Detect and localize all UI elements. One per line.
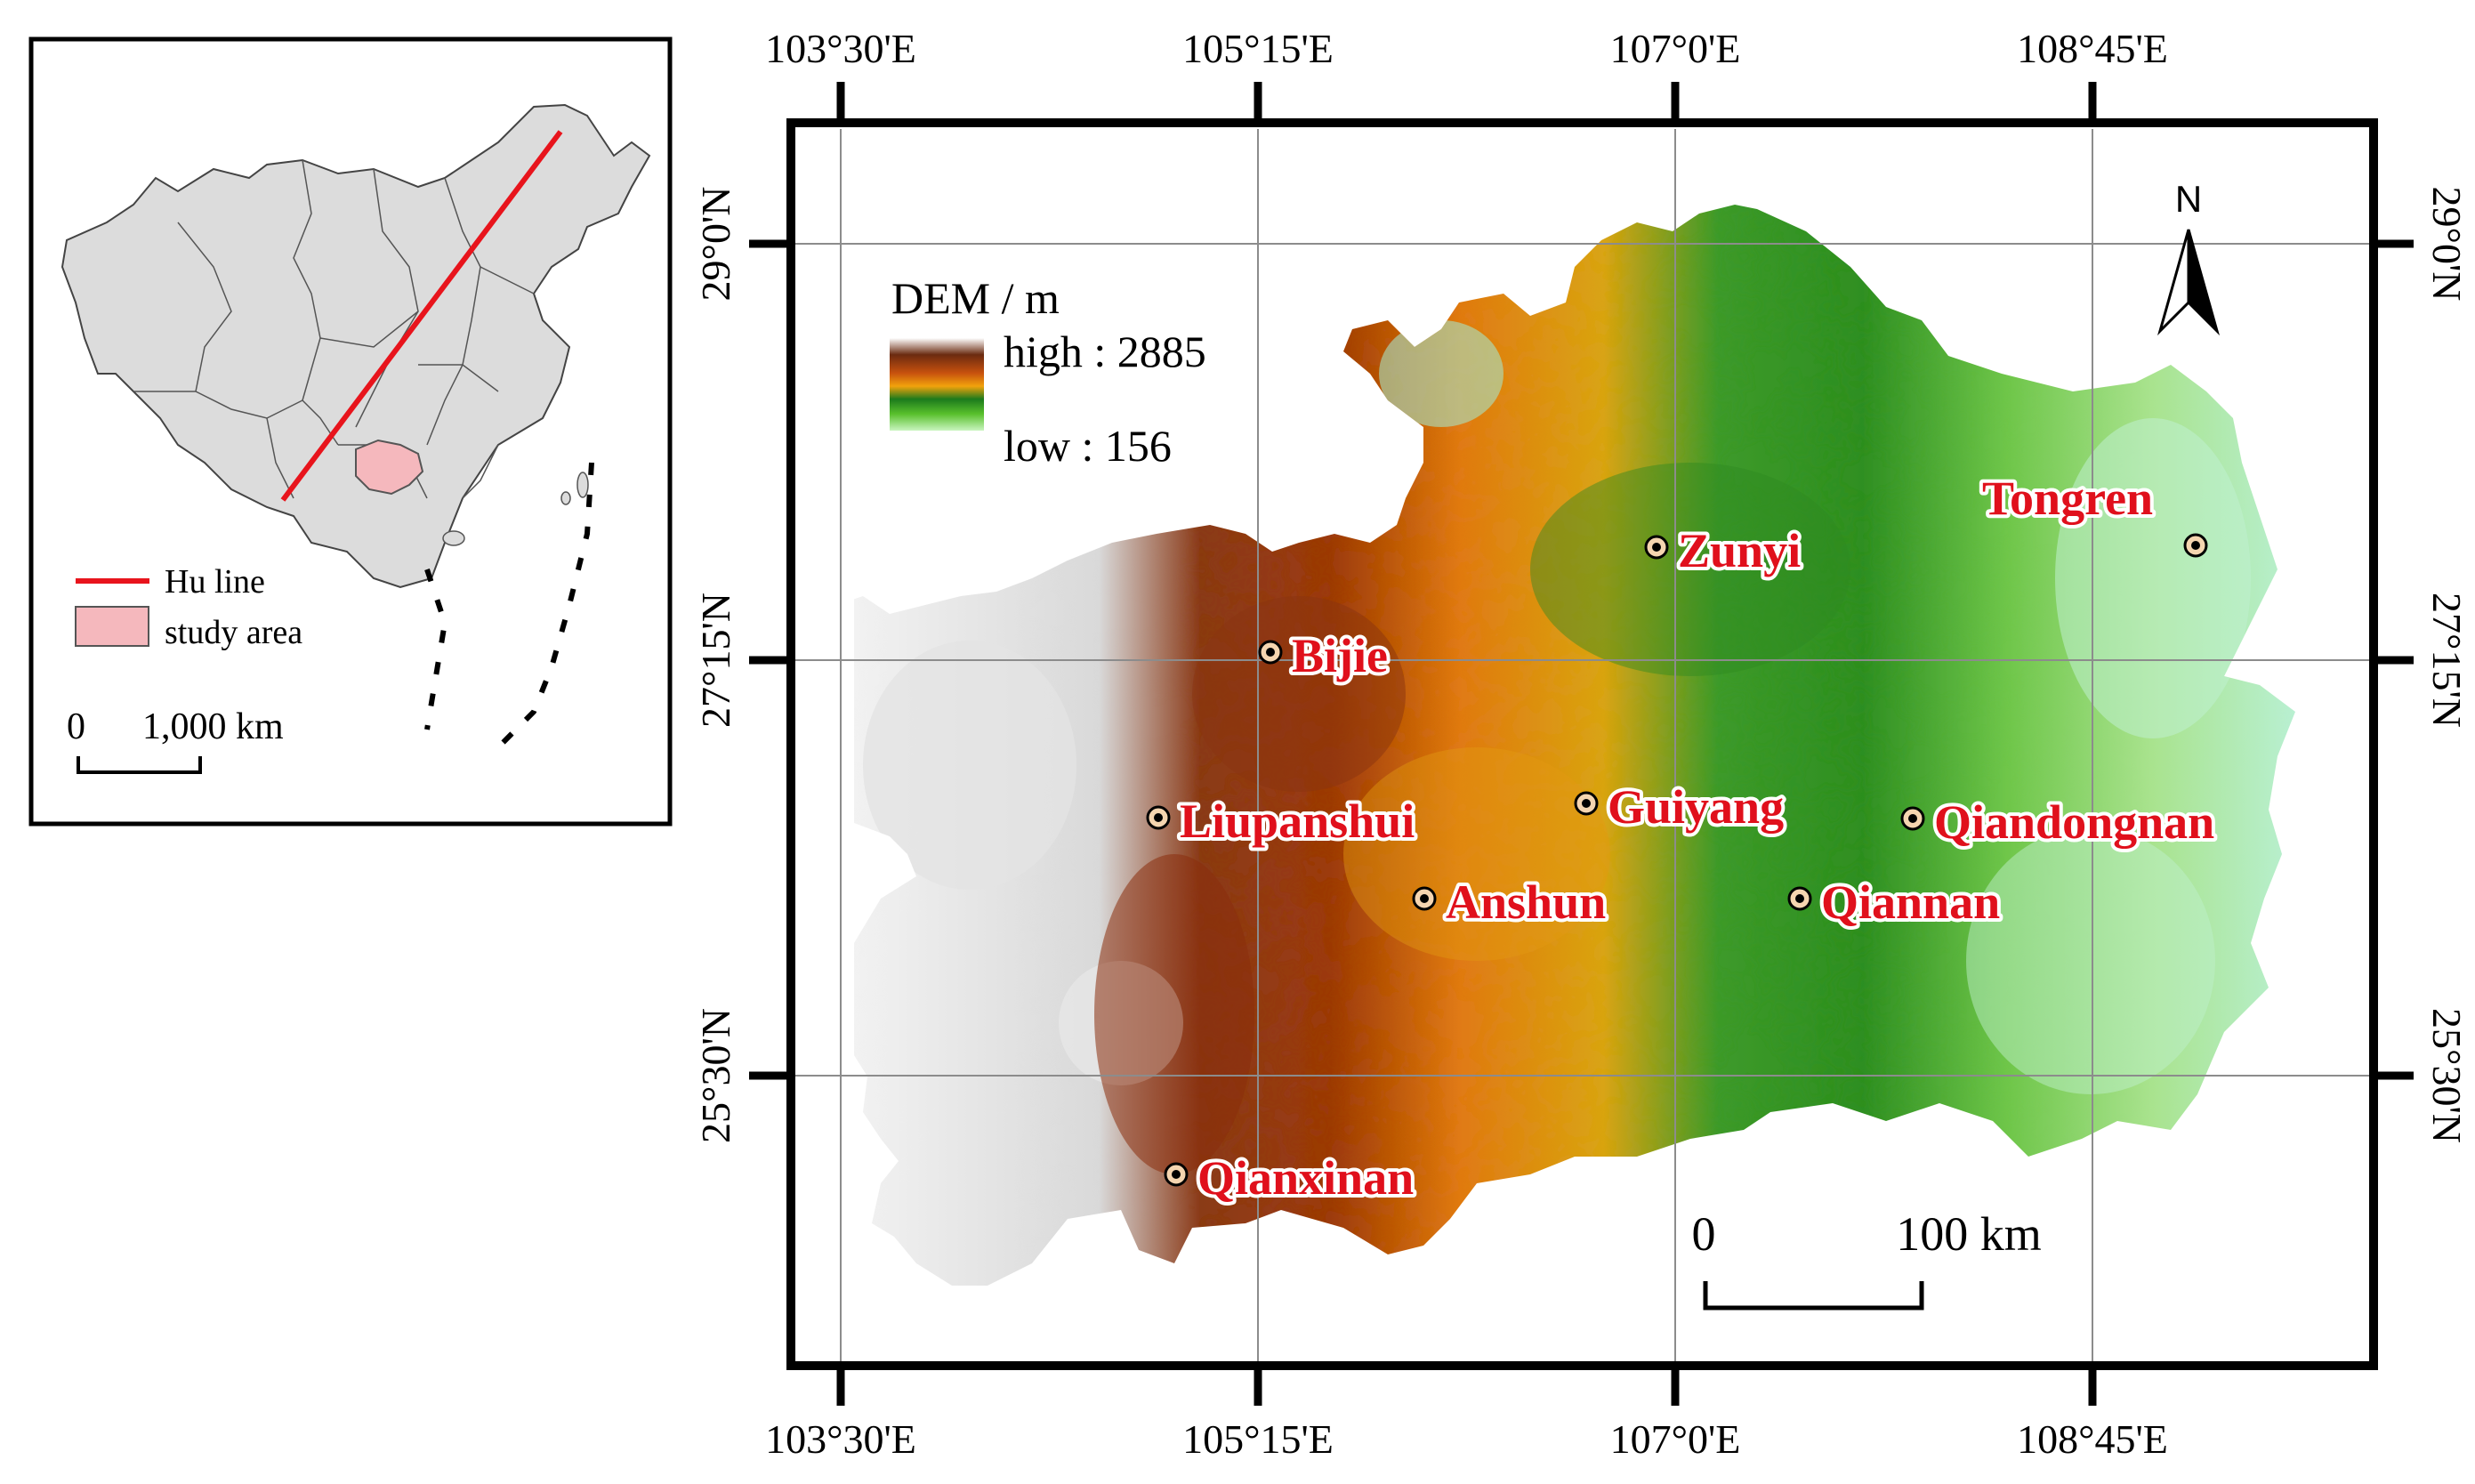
city-label: Qiandongnan — [1934, 795, 2214, 849]
map-frame — [786, 118, 2378, 1370]
lon-label: 103°30'E — [765, 26, 916, 71]
longitude-labels-top: 103°30'E 105°15'E 107°0'E 108°45'E — [765, 26, 2168, 71]
study-area-shape — [355, 439, 424, 496]
inset-scale-zero: 0 — [67, 706, 85, 747]
city-label: Guiyang — [1608, 780, 1784, 834]
lat-label: 29°0'N — [693, 187, 738, 302]
lat-label: 27°15'N — [2424, 593, 2470, 728]
city-tongren: Tongren — [1979, 468, 2208, 558]
longitude-labels-bottom: 103°30'E 105°15'E 107°0'E 108°45'E — [765, 1416, 2168, 1462]
inset-scale-bar — [77, 756, 202, 774]
latitude-labels-right: 29°0'N 27°15'N 25°30'N — [2424, 187, 2470, 1143]
dem-legend: DEM / m high : 2885 low : 156 — [890, 273, 1206, 471]
study-area-legend-label: study area — [165, 614, 302, 651]
lat-label: 25°30'N — [2424, 1008, 2470, 1143]
lat-label: 25°30'N — [693, 1008, 738, 1143]
study-area-legend-symbol — [75, 606, 149, 647]
hu-line-legend-label: Hu line — [165, 563, 265, 601]
frame-ticks — [749, 82, 2414, 1406]
main-map: 103°30'E 105°15'E 107°0'E 108°45'E 103°3… — [693, 26, 2470, 1462]
lon-label: 105°15'E — [1182, 1416, 1334, 1462]
hu-line — [280, 130, 563, 502]
lon-label: 108°45'E — [2017, 1416, 2168, 1462]
city-label: Qiannan — [1821, 875, 2000, 929]
graticule — [791, 129, 2374, 1366]
lon-label: 108°45'E — [2017, 26, 2168, 71]
city-qianxinan: Qianxinan — [1164, 1148, 1417, 1208]
city-label: Qianxinan — [1197, 1151, 1414, 1205]
city-anshun: Anshun — [1412, 872, 1609, 932]
city-label: Zunyi — [1678, 524, 1801, 577]
city-markers: Bijie Zunyi Tongren Liupanshui Guiyang — [1146, 468, 2218, 1208]
lat-label: 27°15'N — [693, 593, 738, 728]
city-label: Tongren — [1982, 472, 2153, 525]
dem-legend-title: DEM / m — [891, 273, 1060, 323]
inset-map: Hu line study area 0 1,000 km — [28, 36, 673, 827]
map-scale-zero: 0 — [1692, 1207, 1716, 1261]
north-label: N — [2175, 178, 2202, 220]
city-qiannan: Qiannan — [1787, 872, 2003, 932]
dem-legend-high: high : 2885 — [1004, 327, 1206, 376]
map-scale-bar: 0 100 km — [1692, 1207, 2042, 1311]
lon-label: 105°15'E — [1182, 26, 1334, 71]
north-arrow-icon: N — [2157, 178, 2220, 336]
lat-label: 29°0'N — [2424, 187, 2470, 302]
inset-scale-distance: 1,000 km — [142, 706, 284, 747]
latitude-labels-left: 29°0'N 27°15'N 25°30'N — [693, 187, 738, 1143]
city-liupanshui: Liupanshui — [1146, 791, 1418, 851]
dem-legend-low: low : 156 — [1004, 421, 1172, 471]
city-label: Bijie — [1292, 629, 1388, 682]
dem-color-ramp — [890, 338, 984, 431]
lon-label: 107°0'E — [1610, 1416, 1741, 1462]
city-zunyi: Zunyi — [1644, 520, 1804, 581]
lon-label: 107°0'E — [1610, 26, 1741, 71]
city-qiandongnan: Qiandongnan — [1900, 792, 2218, 852]
city-guiyang: Guiyang — [1574, 777, 1787, 837]
china-outline — [60, 103, 651, 589]
map-scale-distance: 100 km — [1896, 1207, 2042, 1261]
nine-dash-line — [424, 462, 594, 750]
city-label: Liupanshui — [1180, 794, 1415, 848]
city-label: Anshun — [1446, 875, 1606, 929]
city-bijie: Bijie — [1258, 625, 1391, 686]
province-borders — [133, 159, 535, 499]
lon-label: 103°30'E — [765, 1416, 916, 1462]
south-china-sea-islands — [442, 472, 589, 546]
